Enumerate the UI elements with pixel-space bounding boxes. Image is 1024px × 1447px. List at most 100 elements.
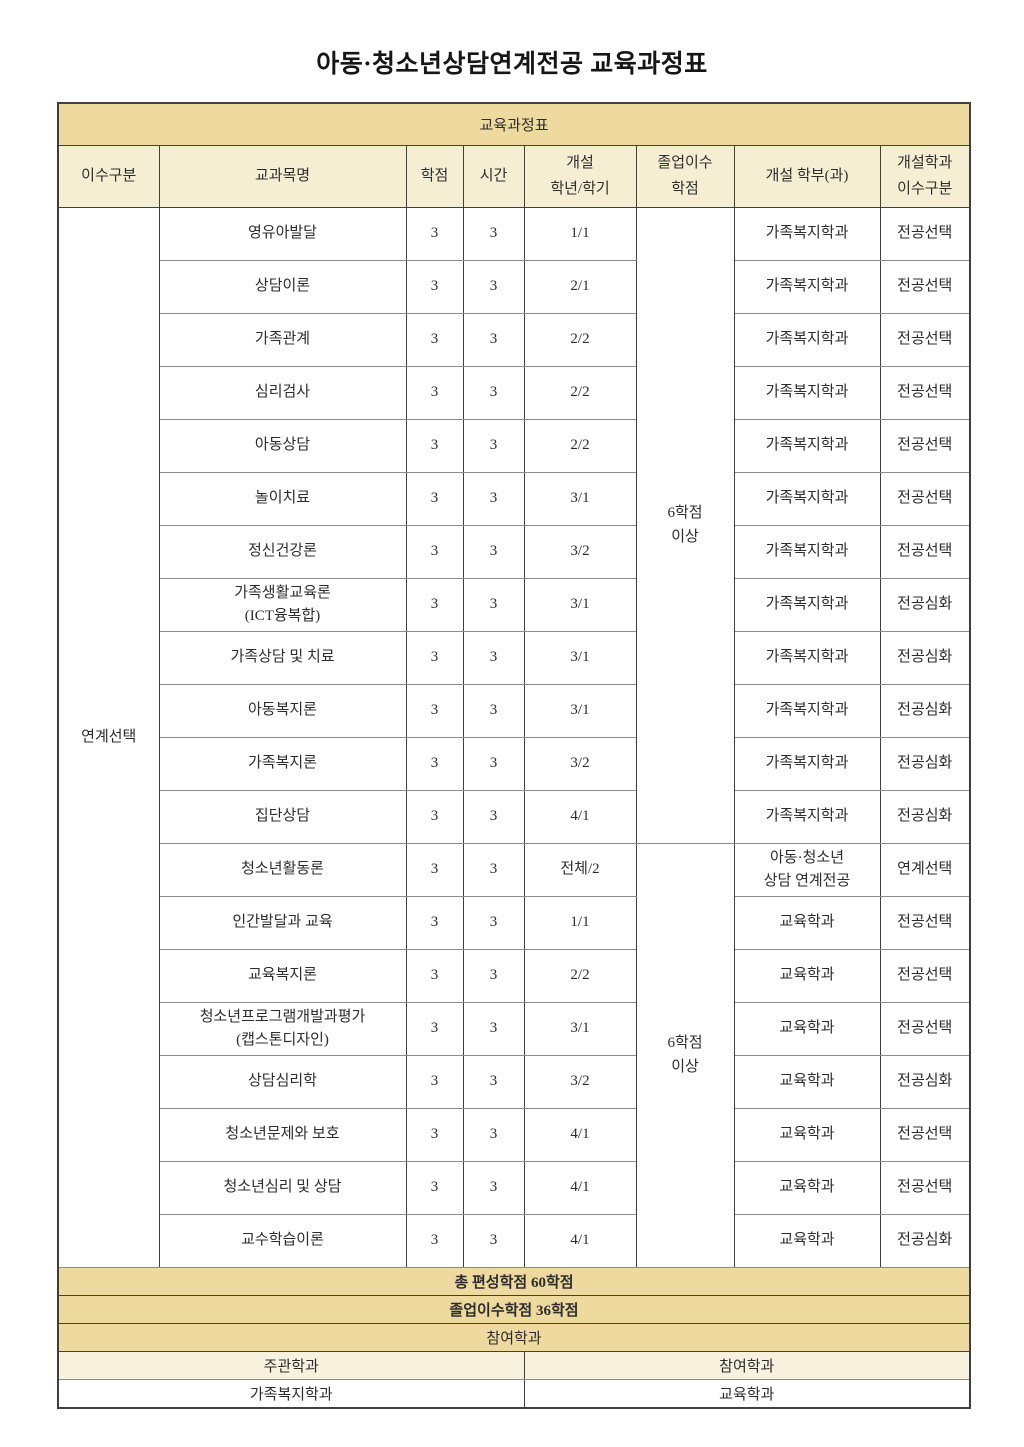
hours-cell: 3 bbox=[462, 525, 525, 579]
semester-cell: 1/1 bbox=[523, 896, 637, 950]
semester-cell: 2/1 bbox=[523, 260, 637, 314]
credits-cell: 3 bbox=[405, 896, 464, 950]
credits-cell: 3 bbox=[405, 631, 464, 685]
credits-cell: 3 bbox=[405, 684, 464, 738]
course-row: 상담심리학 3 3 3/2 교육학과 전공심화 bbox=[58, 1055, 971, 1109]
credits-cell: 3 bbox=[405, 207, 464, 261]
total-credits-row: 총 편성학점 60학점 bbox=[57, 1267, 971, 1296]
semester-cell: 3/1 bbox=[523, 1002, 637, 1056]
course-name-cell: 영유아발달 bbox=[158, 207, 407, 261]
course-row: 상담이론 3 3 2/1 가족복지학과 전공선택 bbox=[58, 260, 971, 314]
semester-cell: 4/1 bbox=[523, 1161, 637, 1215]
department-cell: 가족복지학과 bbox=[733, 472, 881, 526]
course-name-cell: 가족생활교육론 (ICT융복합) bbox=[158, 578, 407, 632]
course-row: 아동상담 3 3 2/2 가족복지학과 전공선택 bbox=[58, 419, 971, 473]
hours-cell: 3 bbox=[462, 949, 525, 1003]
semester-cell: 2/2 bbox=[523, 949, 637, 1003]
dept-type-cell: 전공심화 bbox=[879, 737, 971, 791]
hours-cell: 3 bbox=[462, 313, 525, 367]
course-row: 청소년심리 및 상담 3 3 4/1 교육학과 전공선택 bbox=[58, 1161, 971, 1215]
dept-type-cell: 전공선택 bbox=[879, 260, 971, 314]
credits-cell: 3 bbox=[405, 260, 464, 314]
credits-cell: 3 bbox=[405, 313, 464, 367]
semester-cell: 3/2 bbox=[523, 525, 637, 579]
course-name-cell: 놀이치료 bbox=[158, 472, 407, 526]
semester-cell: 2/2 bbox=[523, 313, 637, 367]
course-row: 가족복지론 3 3 3/2 가족복지학과 전공심화 bbox=[58, 737, 971, 791]
hours-cell: 3 bbox=[462, 1108, 525, 1162]
dept-type-cell: 전공심화 bbox=[879, 578, 971, 632]
dept-type-cell: 전공심화 bbox=[879, 1214, 971, 1268]
course-name-cell: 청소년문제와 보호 bbox=[158, 1108, 407, 1162]
course-row: 청소년활동론 3 3 전체/2 6학점 이상 아동·청소년 상담 연계전공 연계선택 bbox=[58, 843, 971, 1268]
hours-cell: 3 bbox=[462, 1214, 525, 1268]
credits-cell: 3 bbox=[405, 578, 464, 632]
credits-cell: 3 bbox=[405, 419, 464, 473]
semester-cell: 3/1 bbox=[523, 472, 637, 526]
department-cell: 교육학과 bbox=[733, 1108, 881, 1162]
hours-cell: 3 bbox=[462, 1002, 525, 1056]
hours-cell: 3 bbox=[462, 366, 525, 420]
course-name-cell: 청소년심리 및 상담 bbox=[158, 1161, 407, 1215]
course-row: 청소년문제와 보호 3 3 4/1 교육학과 전공선택 bbox=[58, 1108, 971, 1162]
semester-cell: 전체/2 bbox=[523, 843, 637, 897]
dept-type-cell: 전공선택 bbox=[879, 896, 971, 950]
hours-cell: 3 bbox=[462, 419, 525, 473]
department-cell: 가족복지학과 bbox=[733, 419, 881, 473]
course-row: 놀이치료 3 3 3/1 가족복지학과 전공선택 bbox=[58, 472, 971, 526]
course-name-cell: 청소년프로그램개발과평가 (캡스톤디자인) bbox=[158, 1002, 407, 1056]
hours-cell: 3 bbox=[462, 207, 525, 261]
course-row: 교육복지론 3 3 2/2 교육학과 전공선택 bbox=[58, 949, 971, 1003]
course-name-cell: 아동복지론 bbox=[158, 684, 407, 738]
total-credits-label: 총 편성학점 60학점 bbox=[57, 1267, 971, 1296]
col-header-hours: 시간 bbox=[462, 145, 525, 208]
semester-cell: 2/2 bbox=[523, 366, 637, 420]
department-cell: 가족복지학과 bbox=[733, 260, 881, 314]
credits-cell: 3 bbox=[405, 949, 464, 1003]
department-cell: 교육학과 bbox=[733, 949, 881, 1003]
credits-cell: 3 bbox=[405, 1108, 464, 1162]
dept-type-cell: 전공선택 bbox=[879, 949, 971, 1003]
dept-header-row: 주관학과 참여학과 bbox=[57, 1351, 971, 1380]
dept-type-cell: 전공선택 bbox=[879, 207, 971, 261]
hours-cell: 3 bbox=[462, 1161, 525, 1215]
col-header-dept-type: 개설학과 이수구분 bbox=[879, 145, 971, 208]
dept-type-cell: 전공선택 bbox=[879, 472, 971, 526]
col-header-department: 개설 학부(과) bbox=[733, 145, 881, 208]
grad-credits-cell: 6학점 이상 bbox=[635, 843, 735, 1268]
department-cell: 가족복지학과 bbox=[733, 366, 881, 420]
participating-band-row: 참여학과 bbox=[57, 1323, 971, 1352]
credits-cell: 3 bbox=[405, 843, 464, 897]
hours-cell: 3 bbox=[462, 472, 525, 526]
course-name-cell: 상담이론 bbox=[158, 260, 407, 314]
course-name-cell: 집단상담 bbox=[158, 790, 407, 844]
dept-type-cell: 전공선택 bbox=[879, 525, 971, 579]
category-cell: 연계선택 bbox=[57, 207, 160, 1268]
col-header-category: 이수구분 bbox=[57, 145, 160, 208]
semester-cell: 3/1 bbox=[523, 684, 637, 738]
semester-cell: 3/2 bbox=[523, 737, 637, 791]
curriculum-table: 교육과정표 이수구분 교과목명 학점 시간 개설 학년/학기 졸업이수 학점 개… bbox=[57, 102, 972, 1409]
credits-cell: 3 bbox=[405, 790, 464, 844]
dept-type-cell: 전공심화 bbox=[879, 1055, 971, 1109]
department-cell: 아동·청소년 상담 연계전공 bbox=[733, 843, 881, 897]
column-header-row: 이수구분 교과목명 학점 시간 개설 학년/학기 졸업이수 학점 개설 학부(과… bbox=[57, 145, 971, 208]
hours-cell: 3 bbox=[462, 843, 525, 897]
course-name-cell: 가족상담 및 치료 bbox=[158, 631, 407, 685]
col-header-semester: 개설 학년/학기 bbox=[523, 145, 637, 208]
dept-type-cell: 전공선택 bbox=[879, 1002, 971, 1056]
hours-cell: 3 bbox=[462, 260, 525, 314]
dept-type-cell: 전공선택 bbox=[879, 313, 971, 367]
department-cell: 교육학과 bbox=[733, 1214, 881, 1268]
dept-type-cell: 전공심화 bbox=[879, 790, 971, 844]
dept-type-cell: 전공심화 bbox=[879, 684, 971, 738]
course-row: 가족관계 3 3 2/2 가족복지학과 전공선택 bbox=[58, 313, 971, 367]
dept-type-cell: 전공선택 bbox=[879, 366, 971, 420]
graduation-credits-row: 졸업이수학점 36학점 bbox=[57, 1295, 971, 1324]
course-row: 가족생활교육론 (ICT융복합) 3 3 3/1 가족복지학과 전공심화 bbox=[58, 578, 971, 632]
managing-dept-value: 가족복지학과 bbox=[57, 1379, 525, 1409]
credits-cell: 3 bbox=[405, 1161, 464, 1215]
department-cell: 가족복지학과 bbox=[733, 313, 881, 367]
graduation-credits-label: 졸업이수학점 36학점 bbox=[57, 1295, 971, 1324]
